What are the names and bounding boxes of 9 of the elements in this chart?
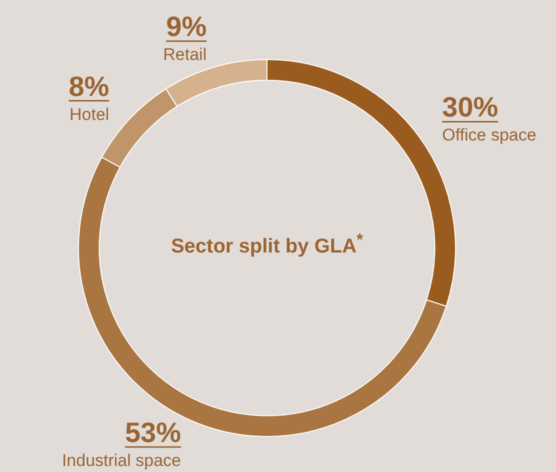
data-label: 53%	[124, 417, 182, 448]
text: Sector split by GLA$^{*}$	[170, 229, 364, 259]
data-label: 8%	[68, 70, 110, 102]
slice-label: Industrial space	[62, 451, 182, 470]
data-label: 30%	[442, 92, 498, 123]
slice-label: Retail	[163, 45, 207, 64]
slice-label: Office space	[442, 126, 536, 145]
slice-label: Hotel	[69, 104, 110, 124]
data-label: 9%	[166, 11, 207, 42]
